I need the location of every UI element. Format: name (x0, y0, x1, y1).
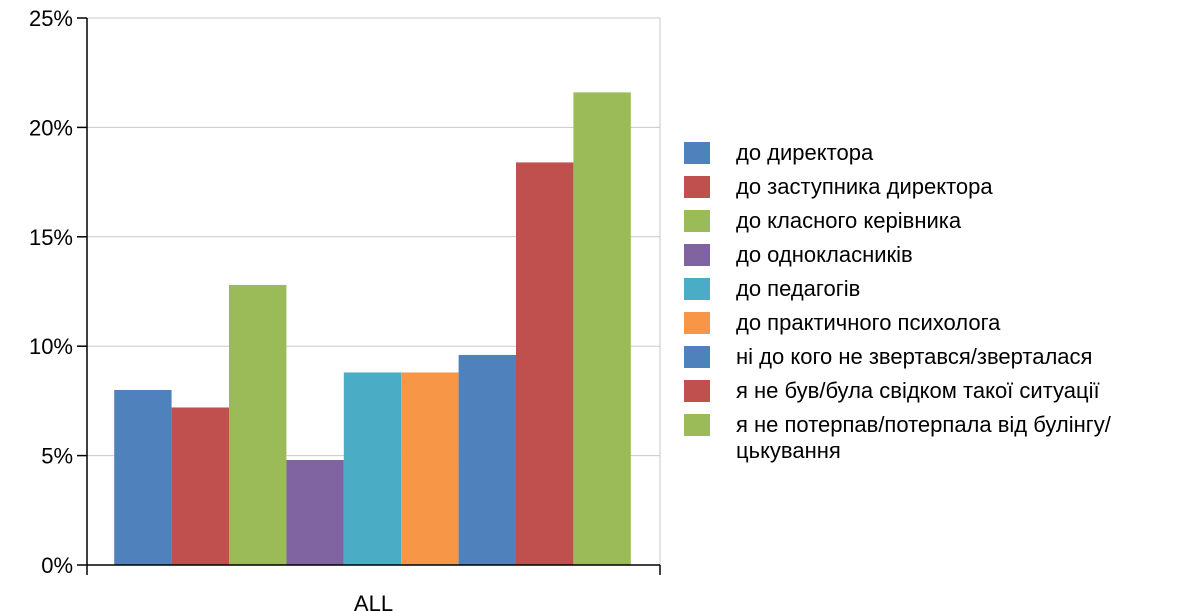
bar (229, 284, 287, 565)
legend-label: до класного керівника (736, 208, 962, 233)
legend-item: до педагогів (684, 276, 1184, 302)
legend-swatch (684, 312, 710, 334)
legend-label: до педагогів (736, 276, 861, 301)
bar (573, 92, 631, 565)
bar (114, 389, 172, 565)
y-tick-label: 15% (29, 225, 73, 250)
x-tick-label: ALL (354, 591, 393, 611)
legend-swatch (684, 380, 710, 402)
x-tick-labels: ALL (354, 591, 393, 611)
bar (343, 372, 402, 565)
legend-label: я не був/була свідком такої ситуації (736, 378, 1100, 403)
legend-swatch (684, 244, 710, 266)
legend-swatch (684, 278, 710, 300)
legend-item: до директора (684, 140, 1184, 166)
bar (516, 162, 574, 565)
legend-label: я не потерпав/потерпала від булінгу/цьку… (736, 412, 1111, 463)
bars (114, 92, 631, 565)
legend-swatch (684, 142, 710, 164)
y-tick-label: 5% (41, 444, 73, 469)
y-tick-label: 25% (29, 6, 73, 31)
y-tick-labels: 0% 5% 10% 15% 20% 25% (29, 6, 73, 578)
legend: до директора до заступника директора до кл… (684, 140, 1184, 472)
legend-label: ні до кого не звертався/зверталася (736, 344, 1093, 369)
legend-label: до директора (736, 140, 874, 165)
legend-item: до заступника директора (684, 174, 1184, 200)
legend-item: я не потерпав/потерпала від булінгу/цьку… (684, 412, 1184, 464)
bar (286, 459, 344, 565)
legend-swatch (684, 176, 710, 198)
y-tick-label: 0% (41, 553, 73, 578)
legend-swatch (684, 414, 710, 436)
y-tick-label: 10% (29, 334, 73, 359)
legend-item: до класного керівника (684, 208, 1184, 234)
legend-swatch (684, 210, 710, 232)
axes (77, 17, 661, 575)
y-tick-label: 20% (29, 115, 73, 140)
bar (458, 354, 516, 565)
bar (171, 407, 229, 565)
legend-item: до практичного психолога (684, 310, 1184, 336)
legend-item: ні до кого не звертався/зверталася (684, 344, 1184, 370)
legend-label: до заступника директора (736, 174, 993, 199)
legend-swatch (684, 346, 710, 368)
legend-item: я не був/була свідком такої ситуації (684, 378, 1184, 404)
legend-label: до однокласників (736, 242, 913, 267)
bar (401, 372, 459, 565)
legend-label: до практичного психолога (736, 310, 1001, 335)
legend-item: до однокласників (684, 242, 1184, 268)
